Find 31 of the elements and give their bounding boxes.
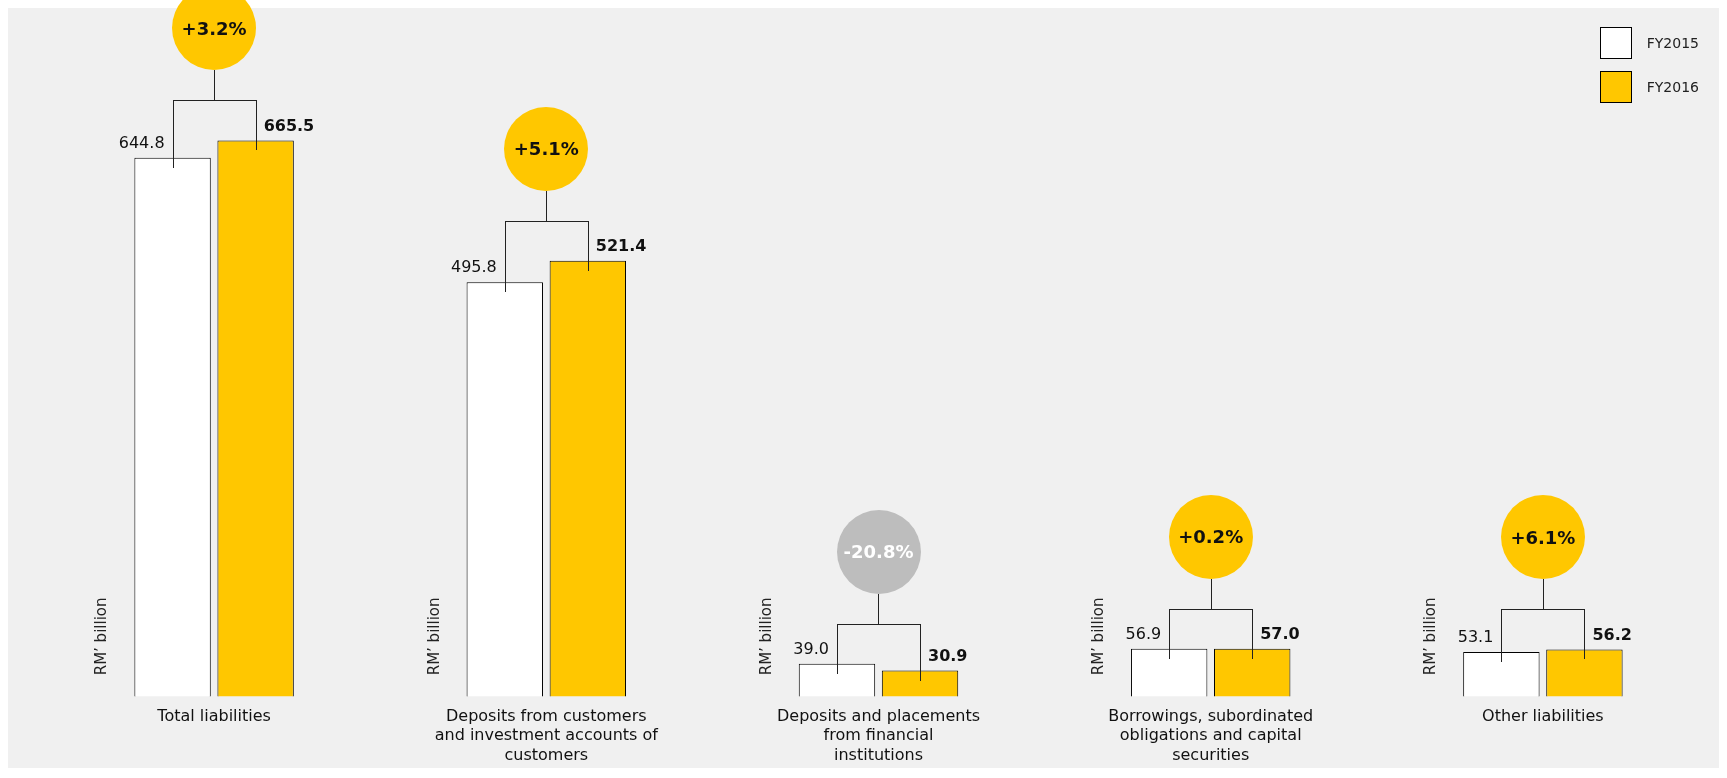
percent-badge: +6.1% bbox=[1500, 495, 1585, 580]
data-label: 644.8 bbox=[118, 132, 165, 152]
x-tick-label: Other liabilities bbox=[1482, 706, 1604, 726]
data-label: 39.0 bbox=[793, 638, 829, 658]
annotation: -20.8% bbox=[843, 541, 914, 563]
x-tick-label: Borrowings, subordinated obligations and capital securities bbox=[1108, 706, 1314, 764]
legend-label: FY2016 bbox=[1646, 79, 1699, 95]
data-label: 53.1 bbox=[1457, 627, 1494, 647]
text: RM’ billion bbox=[1421, 597, 1440, 676]
data-label: 495.8 bbox=[450, 257, 497, 277]
x-tick-label: Deposits and placements from financial institutions bbox=[777, 706, 980, 764]
annotation: +0.2% bbox=[1178, 526, 1244, 548]
text: RM’ billion bbox=[756, 597, 775, 676]
percent-badge: +5.1% bbox=[504, 106, 589, 191]
data-label: 30.9 bbox=[928, 645, 968, 665]
annotation: +5.1% bbox=[513, 138, 579, 160]
percent-badge: -20.8% bbox=[836, 509, 921, 594]
percent-badge: +0.2% bbox=[1168, 494, 1253, 579]
data-label: 665.5 bbox=[263, 115, 315, 135]
data-label: 57.0 bbox=[1260, 623, 1300, 643]
text: RM’ billion bbox=[1089, 597, 1108, 676]
data-label: 56.9 bbox=[1125, 624, 1162, 644]
data-label: 56.2 bbox=[1592, 624, 1632, 644]
x-tick-label: Deposits from customers and investment accounts of customers bbox=[434, 706, 659, 764]
data-label: 521.4 bbox=[595, 235, 647, 255]
percent-badge: +3.2% bbox=[172, 0, 257, 71]
y-axis-title: RM’ billion bbox=[92, 597, 111, 676]
annotation: +6.1% bbox=[1510, 526, 1576, 548]
x-tick-label: Total liabilities bbox=[156, 706, 271, 726]
legend-label: FY2015 bbox=[1646, 35, 1699, 51]
text: RM’ billion bbox=[424, 597, 443, 676]
